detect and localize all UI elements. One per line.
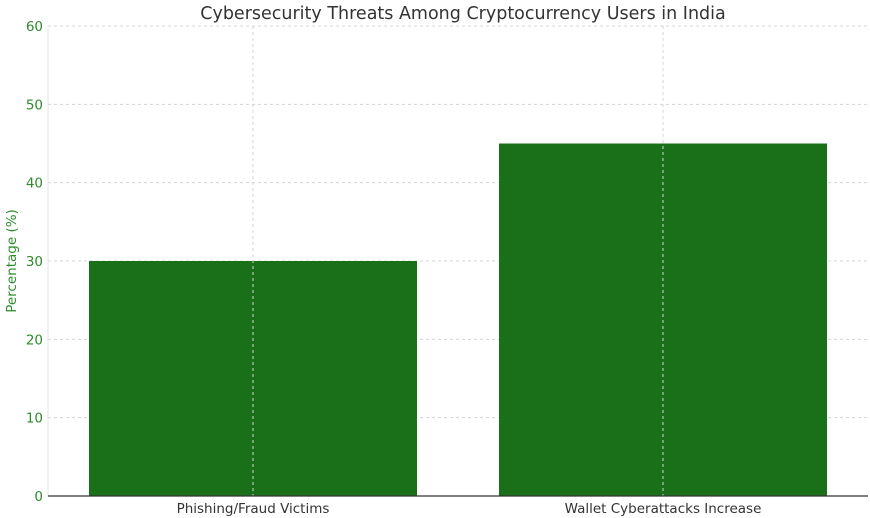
y-tick-labels: 0 10 20 30 40 50 60 <box>26 19 43 505</box>
y-tick-label: 40 <box>26 176 43 192</box>
y-tick-label: 60 <box>26 19 43 35</box>
y-tick-label: 0 <box>34 489 43 505</box>
x-tick-label: Wallet Cyberattacks Increase <box>565 501 762 517</box>
chart-title: Cybersecurity Threats Among Cryptocurren… <box>200 4 725 24</box>
x-tick-labels: Phishing/Fraud Victims Wallet Cyberattack… <box>177 501 762 517</box>
y-axis-label: Percentage (%) <box>4 209 20 313</box>
x-gridlines <box>252 26 664 496</box>
bar <box>89 261 417 496</box>
gridlines <box>48 25 868 419</box>
y-tick-label: 20 <box>26 332 43 348</box>
y-tick-label: 50 <box>26 97 43 113</box>
y-tick-label: 10 <box>26 411 43 427</box>
y-tick-label: 30 <box>26 254 43 270</box>
x-tick-label: Phishing/Fraud Victims <box>177 501 330 517</box>
bars <box>89 143 827 496</box>
